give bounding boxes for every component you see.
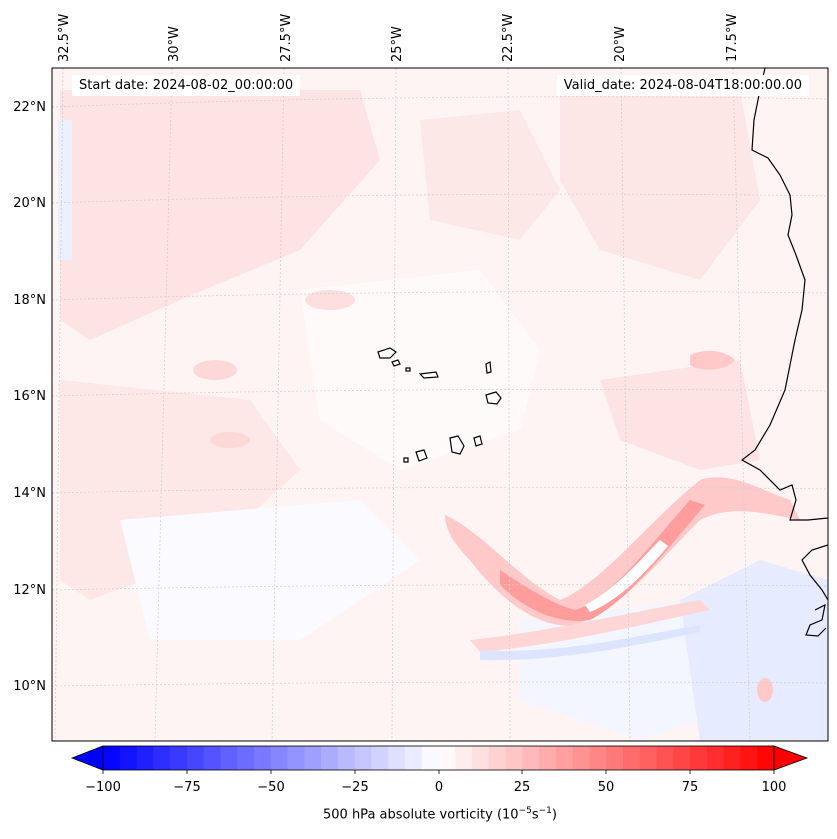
colorbar-step [505,746,523,770]
colorbar-step [186,746,205,770]
colorbar-step [455,746,473,770]
colorbar-tick: 50 [598,780,615,795]
colorbar-tick: −75 [173,780,200,795]
colorbar-step [103,746,121,770]
lat-label: 20°N [13,196,46,211]
colorbar-step [606,746,624,770]
colorbar-step [757,746,775,770]
colorbar-label-exp2: −1 [538,806,552,816]
colorbar-steps [103,746,775,770]
colorbar-max-extend [773,745,809,771]
colorbar-label-end: ) [551,807,557,823]
colorbar-label-exp1: −5 [518,806,532,816]
colorbar-tick: −25 [341,780,368,795]
map-frame [51,67,829,742]
colorbar-step [321,746,339,770]
colorbar-step [388,746,406,770]
colorbar-label-main: 500 hPa absolute vorticity (10 [323,807,519,823]
colorbar-step [572,746,590,770]
colorbar-step [438,746,456,770]
colorbar-step [421,746,439,770]
valid-date-label: Valid_date: 2024-08-04T18:00:00.00 [556,75,809,96]
colorbar-step [690,746,708,770]
lon-label: 27.5°W [279,14,294,62]
colorbar-step [656,746,674,770]
colorbar-frame [102,745,775,771]
colorbar-step [270,746,289,770]
lon-label: 25°W [390,26,405,62]
colorbar-step [404,746,423,770]
colorbar-step [337,746,356,770]
colorbar-step [354,746,372,770]
colorbar-step [136,746,154,770]
colorbar: −100 −75 −50 −25 0 25 50 75 100 [70,745,809,795]
lat-label: 12°N [13,583,46,598]
lon-label: 22.5°W [501,14,516,62]
colorbar-step [555,746,574,770]
colorbar-step [706,746,725,770]
colorbar-tick: −50 [257,780,284,795]
colorbar-label: 500 hPa absolute vorticity (10−5s−1) [0,806,837,822]
colorbar-tick: 100 [762,780,787,795]
colorbar-step [253,746,272,770]
coastline [740,68,828,637]
colorbar-step [203,746,221,770]
colorbar-step [589,746,607,770]
colorbar-step [170,746,188,770]
lon-label: 17.5°W [725,14,740,62]
cape-verde-islands [377,347,502,463]
colorbar-step [287,746,305,770]
colorbar-step [237,746,255,770]
colorbar-step [371,746,389,770]
lat-label: 14°N [13,486,46,501]
latitude-labels: 22°N 20°N 18°N 16°N 14°N 12°N 10°N [13,100,46,694]
lat-label: 16°N [13,389,46,404]
colorbar-step [472,746,490,770]
vorticity-field [52,68,828,741]
colorbar-tick: 25 [514,780,531,795]
colorbar-tick: 75 [682,780,699,795]
lon-label: 32.5°W [57,14,72,62]
colorbar-step [488,746,507,770]
graticule [52,68,828,741]
lat-label: 18°N [13,293,46,308]
colorbar-tick: −100 [85,780,121,795]
colorbar-step [740,746,758,770]
colorbar-step [539,746,557,770]
colorbar-step [623,746,641,770]
lat-label: 22°N [13,100,46,115]
colorbar-min-extend [70,745,104,771]
colorbar-label-mid: s [531,807,539,823]
lat-label: 10°N [13,679,46,694]
colorbar-step [723,746,741,770]
lon-label: 20°W [613,26,628,62]
colorbar-step [220,746,238,770]
colorbar-step [304,746,322,770]
start-date-label: Start date: 2024-08-02_00:00:00 [72,75,301,96]
colorbar-step [522,746,540,770]
colorbar-step [153,746,171,770]
longitude-labels: 32.5°W 30°W 27.5°W 25°W 22.5°W 20°W 17.5… [57,14,740,62]
colorbar-step [639,746,658,770]
lon-label: 30°W [167,26,182,62]
colorbar-step [673,746,691,770]
colorbar-step [119,746,138,770]
colorbar-tick: 0 [435,780,443,795]
